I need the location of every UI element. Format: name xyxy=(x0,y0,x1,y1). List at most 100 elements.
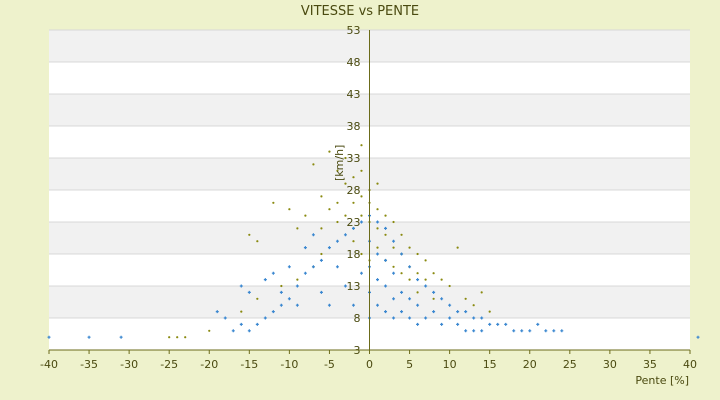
data-point xyxy=(448,284,451,288)
y-tick-label: 8 xyxy=(354,312,361,325)
x-tick-label: -20 xyxy=(200,358,218,371)
data-point xyxy=(416,303,420,307)
x-tick-label: 10 xyxy=(443,358,457,371)
x-tick-label: -15 xyxy=(240,358,258,371)
x-tick-label: 25 xyxy=(563,358,577,371)
data-point xyxy=(472,329,476,333)
data-point xyxy=(488,322,492,326)
data-point xyxy=(255,322,259,326)
data-point xyxy=(208,329,211,332)
data-point xyxy=(408,316,412,320)
data-point xyxy=(303,271,307,275)
data-point xyxy=(168,336,171,339)
data-point xyxy=(456,310,460,314)
y-axis-ticks: 38131823283338434853 xyxy=(347,24,361,357)
data-point xyxy=(392,246,395,249)
data-point xyxy=(416,322,420,326)
data-point xyxy=(408,297,412,301)
data-point xyxy=(328,208,331,211)
data-point xyxy=(416,291,419,294)
data-point xyxy=(344,214,347,217)
data-point xyxy=(376,182,379,185)
data-point xyxy=(440,297,444,301)
data-point xyxy=(488,310,491,313)
data-point xyxy=(384,284,388,288)
x-tick-label: 15 xyxy=(483,358,497,371)
data-point xyxy=(351,226,355,230)
x-tick-label: 30 xyxy=(603,358,617,371)
data-point xyxy=(400,252,404,256)
data-point xyxy=(343,233,347,237)
data-point xyxy=(376,303,380,307)
data-point xyxy=(392,316,396,320)
data-points xyxy=(47,144,700,339)
x-tick-label: -35 xyxy=(80,358,98,371)
data-point xyxy=(343,284,347,288)
x-tick-label: -5 xyxy=(324,358,335,371)
data-point xyxy=(263,278,267,282)
data-point xyxy=(304,214,307,217)
data-point xyxy=(359,220,363,224)
data-point xyxy=(47,335,51,339)
data-point xyxy=(295,284,299,288)
data-point xyxy=(696,335,700,339)
data-point xyxy=(408,278,411,281)
data-point xyxy=(184,336,187,339)
data-point xyxy=(440,322,444,326)
data-point xyxy=(215,310,219,314)
x-tick-label: 20 xyxy=(523,358,537,371)
data-point xyxy=(376,246,379,249)
y-axis-label: [km/h] xyxy=(333,145,346,181)
data-point xyxy=(480,329,484,333)
y-tick-label: 53 xyxy=(347,24,361,37)
data-point xyxy=(320,252,323,256)
data-point xyxy=(392,271,396,275)
data-point xyxy=(376,227,379,230)
data-point xyxy=(240,310,243,313)
data-point xyxy=(336,220,339,224)
x-tick-label: 0 xyxy=(366,358,373,371)
data-point xyxy=(504,322,508,326)
data-point xyxy=(456,322,460,326)
data-point xyxy=(456,246,459,249)
data-point xyxy=(416,252,419,256)
data-point xyxy=(392,239,396,243)
data-point xyxy=(360,214,363,217)
data-point xyxy=(376,208,379,211)
data-point xyxy=(400,310,404,314)
data-point xyxy=(303,246,307,250)
data-point xyxy=(520,329,524,333)
y-tick-label: 48 xyxy=(347,56,361,69)
data-point xyxy=(335,265,339,269)
y-tick-label: 28 xyxy=(347,184,361,197)
data-point xyxy=(480,316,484,320)
data-point xyxy=(352,176,355,179)
y-tick-label: 23 xyxy=(347,216,361,229)
x-tick-label: 35 xyxy=(643,358,657,371)
data-point xyxy=(296,227,299,230)
data-point xyxy=(528,329,532,333)
data-point xyxy=(384,310,388,314)
data-point xyxy=(327,303,331,307)
data-point xyxy=(336,169,339,172)
data-point xyxy=(287,265,291,269)
data-point xyxy=(416,272,419,275)
data-point xyxy=(263,316,267,320)
data-point xyxy=(344,156,347,160)
data-point xyxy=(247,290,251,294)
data-point xyxy=(360,195,363,198)
data-point xyxy=(472,304,475,307)
data-point xyxy=(384,233,387,236)
data-point xyxy=(384,258,388,262)
series-1 xyxy=(47,214,700,339)
data-point xyxy=(360,252,363,256)
data-point xyxy=(311,265,315,269)
data-point xyxy=(295,303,299,307)
data-point xyxy=(335,239,339,243)
data-point xyxy=(256,240,259,243)
data-point xyxy=(560,329,564,333)
data-point xyxy=(352,240,355,243)
data-point xyxy=(296,278,299,281)
data-point xyxy=(360,144,363,147)
data-point xyxy=(359,271,363,275)
